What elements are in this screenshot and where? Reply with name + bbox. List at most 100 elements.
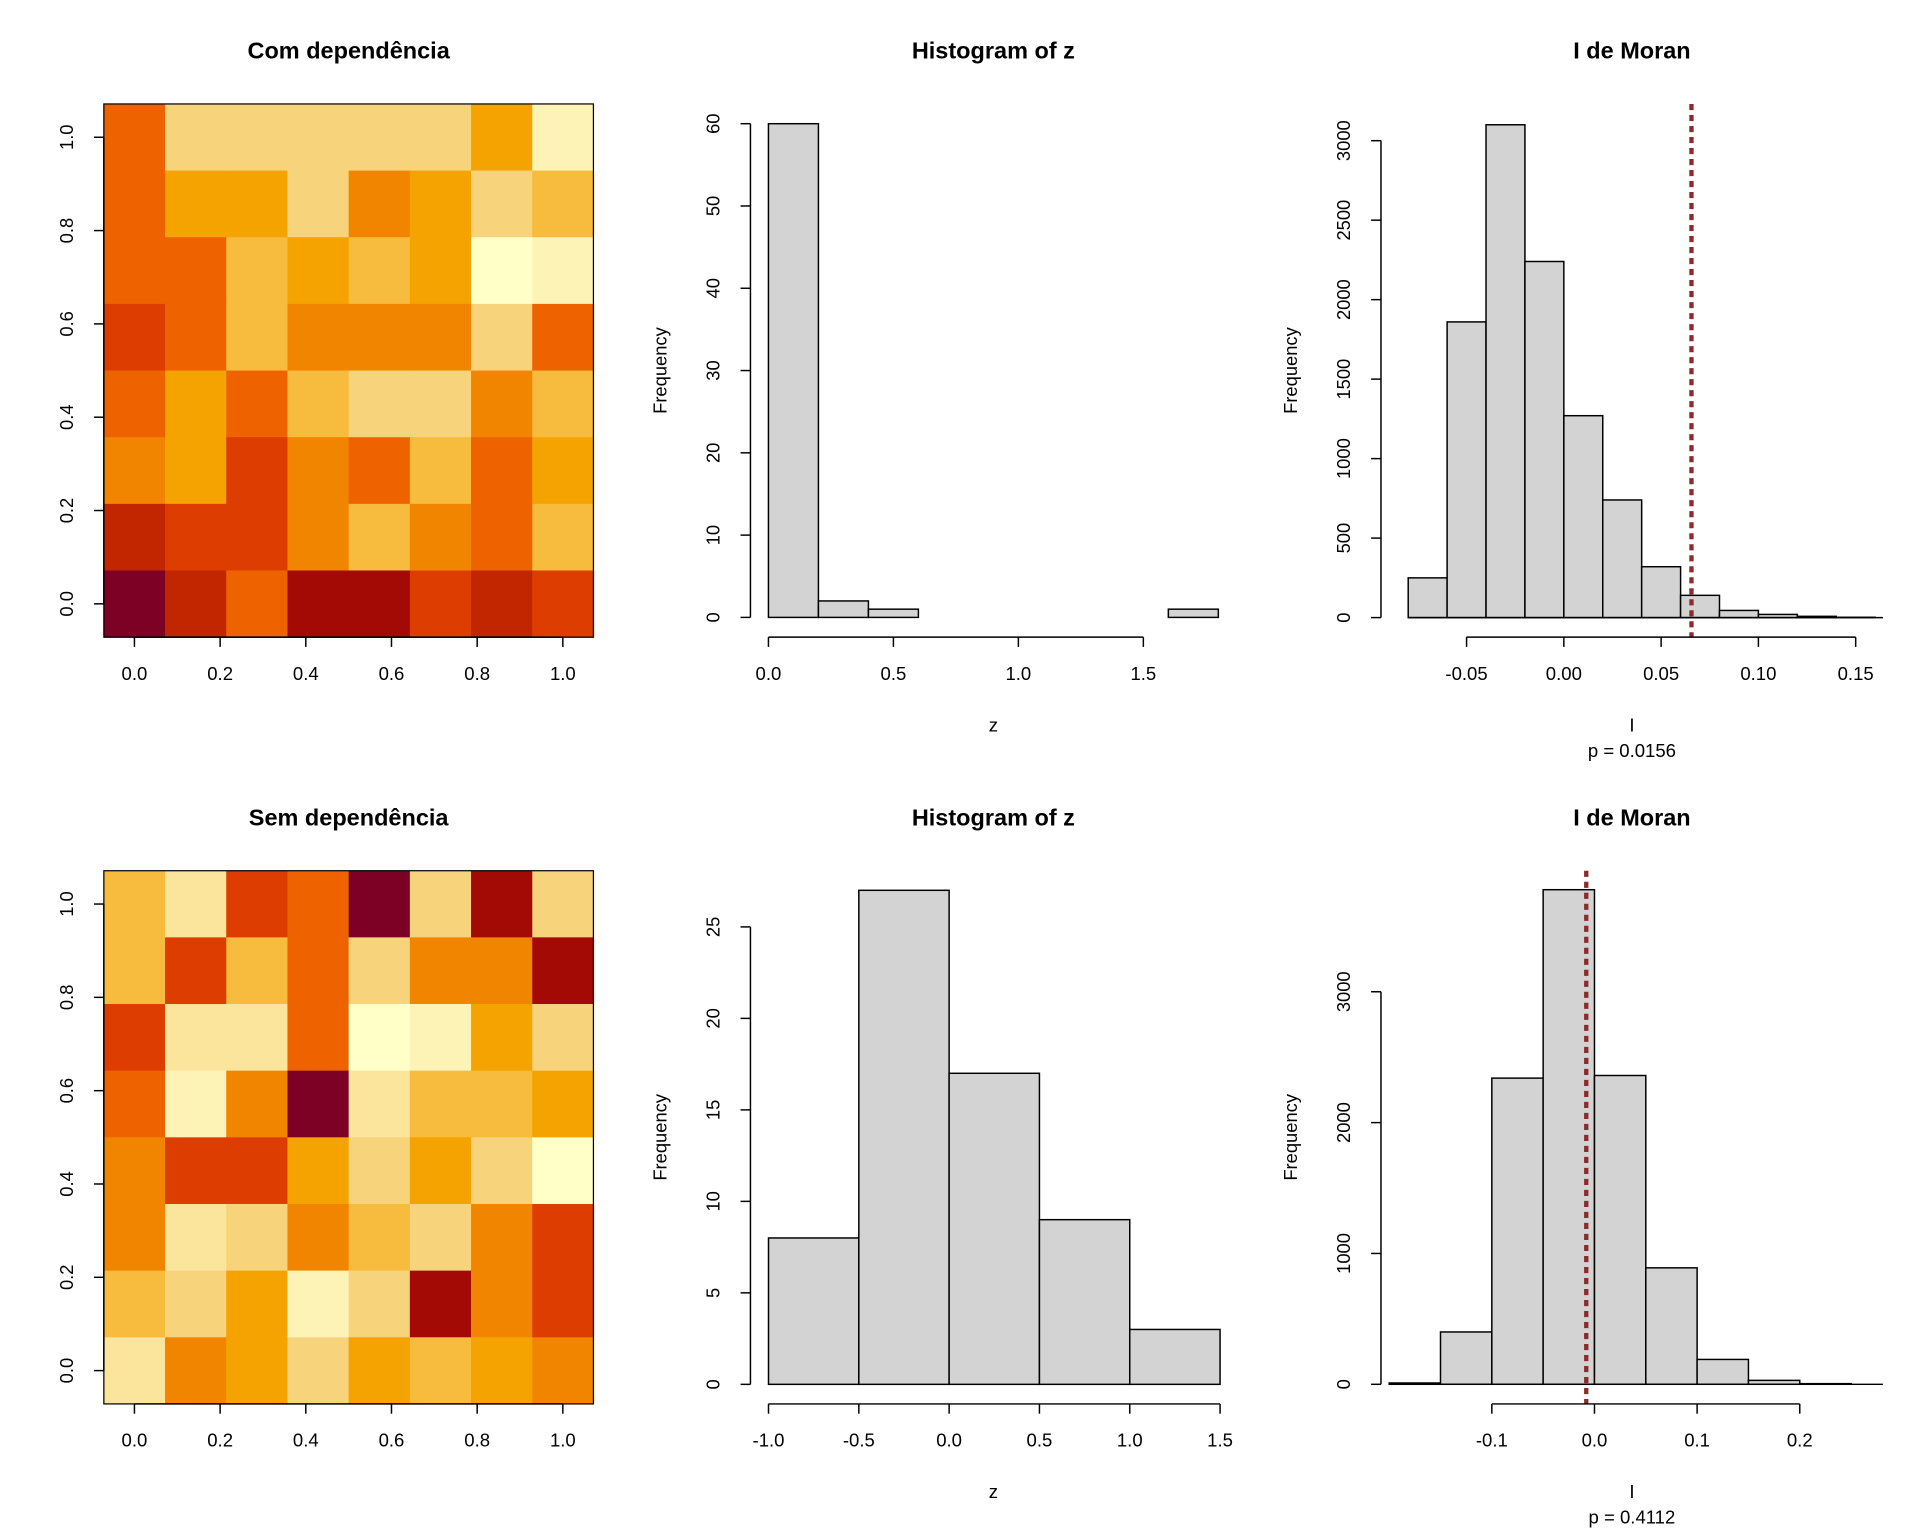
x-tick-label: 0.6 bbox=[379, 663, 405, 684]
x-tick-label: 0.10 bbox=[1740, 663, 1776, 684]
y-tick-label: 1500 bbox=[1333, 359, 1354, 400]
x-tick-label: 0.15 bbox=[1838, 663, 1874, 684]
heatmap-cell bbox=[165, 870, 227, 938]
histogram-bar bbox=[1439, 1331, 1493, 1386]
histogram-bar bbox=[867, 608, 920, 619]
y-tick-label: 0.6 bbox=[56, 1078, 77, 1104]
x-tick-label: 0.0 bbox=[122, 663, 148, 684]
heatmap-cell bbox=[348, 503, 411, 572]
heatmap-cell bbox=[409, 237, 472, 305]
histogram-bar bbox=[767, 1237, 860, 1386]
heatmap-cell bbox=[532, 1137, 595, 1205]
heatmap-cell bbox=[287, 103, 350, 172]
heatmap-cell bbox=[165, 1337, 227, 1405]
heatmap-cell bbox=[471, 370, 533, 438]
x-tick-label: 0.00 bbox=[1546, 663, 1582, 684]
heatmap-cell bbox=[103, 937, 166, 1005]
heatmap-cell bbox=[348, 1137, 411, 1205]
heatmap-cell bbox=[348, 870, 411, 938]
x-tick-label: 0.1 bbox=[1684, 1430, 1710, 1451]
heatmap-cell bbox=[103, 237, 166, 305]
heatmap-cell bbox=[165, 937, 227, 1005]
heatmap-cell bbox=[103, 170, 166, 238]
heatmap-cell bbox=[165, 1004, 227, 1072]
heatmap-cell bbox=[348, 1004, 411, 1072]
x-tick-label: 0.2 bbox=[207, 1430, 233, 1451]
heatmap-cell bbox=[409, 437, 472, 505]
heatmap-cell bbox=[103, 1337, 166, 1405]
x-tick-label: 1.0 bbox=[1117, 1430, 1143, 1451]
heatmap-cell bbox=[226, 503, 289, 572]
chart-title: I de Moran bbox=[1573, 805, 1690, 831]
heatmap-cell bbox=[226, 1070, 289, 1138]
heatmap-cell bbox=[409, 1004, 472, 1072]
x-tick-label: 1.0 bbox=[550, 1430, 576, 1451]
heatmap-cell bbox=[532, 303, 595, 372]
heatmap-cell bbox=[348, 1270, 411, 1338]
heatmap-cell bbox=[409, 303, 472, 372]
heatmap-cell bbox=[409, 170, 472, 238]
x-tick-label: 0.6 bbox=[379, 1430, 405, 1451]
heatmap-cell bbox=[165, 170, 227, 238]
chart-title: Histogram of z bbox=[912, 805, 1075, 831]
heatmap-cell bbox=[165, 103, 227, 172]
heatmap-cell bbox=[348, 370, 411, 438]
heatmap-cell bbox=[165, 237, 227, 305]
heatmap-cell bbox=[348, 103, 411, 172]
heatmap-cell bbox=[103, 1004, 166, 1072]
heatmap-cell bbox=[287, 1070, 350, 1138]
heatmap-cell bbox=[532, 1070, 595, 1138]
x-tick-label: 0.05 bbox=[1643, 663, 1679, 684]
heatmap-cell bbox=[226, 570, 289, 638]
y-tick-label: 0 bbox=[702, 1379, 723, 1389]
y-tick-label: 1000 bbox=[1333, 438, 1354, 479]
heatmap-cell bbox=[226, 937, 289, 1005]
heatmap-cell bbox=[226, 437, 289, 505]
heatmap-cell bbox=[103, 1203, 166, 1272]
heatmap-cell bbox=[409, 937, 472, 1005]
heatmap-cell bbox=[226, 1203, 289, 1272]
y-tick-label: 15 bbox=[702, 1100, 723, 1120]
heatmap-cell bbox=[532, 1337, 595, 1405]
heatmap-cell bbox=[287, 503, 350, 572]
y-tick-label: 60 bbox=[702, 113, 723, 133]
heatmap-cell bbox=[471, 503, 533, 572]
x-tick-label: -0.5 bbox=[843, 1430, 875, 1451]
heatmap-cell bbox=[532, 437, 595, 505]
y-tick-label: 25 bbox=[702, 917, 723, 937]
histogram-bar bbox=[1602, 499, 1643, 619]
y-tick-label: 40 bbox=[702, 278, 723, 298]
heatmap-cell bbox=[532, 1203, 595, 1272]
heatmap-cell bbox=[165, 1270, 227, 1338]
chart-title: Histogram of z bbox=[912, 38, 1075, 64]
x-tick-label: 0.5 bbox=[881, 663, 907, 684]
x-tick-label: 0.8 bbox=[464, 663, 490, 684]
heatmap-cell bbox=[103, 1270, 166, 1338]
y-axis-label: Frequency bbox=[1280, 326, 1301, 413]
y-tick-label: 5 bbox=[702, 1288, 723, 1298]
chart-title: Com dependência bbox=[247, 38, 450, 64]
heatmap-cell bbox=[103, 437, 166, 505]
histogram-bar bbox=[767, 122, 820, 619]
x-tick-label: 0.0 bbox=[122, 1430, 148, 1451]
heatmap-cell bbox=[165, 1070, 227, 1138]
heatmap-cell bbox=[287, 870, 350, 938]
histogram-bar bbox=[1485, 124, 1526, 619]
heatmap-cell bbox=[103, 370, 166, 438]
x-tick-label: 0.4 bbox=[293, 663, 319, 684]
x-tick-label: 0.0 bbox=[936, 1430, 962, 1451]
heatmap-cell bbox=[471, 1337, 533, 1405]
heatmap-cell bbox=[287, 237, 350, 305]
heatmap-cell bbox=[165, 570, 227, 638]
histogram-bar bbox=[1718, 609, 1760, 619]
heatmap-cell bbox=[226, 237, 289, 305]
x-tick-label: 0.8 bbox=[464, 1430, 490, 1451]
y-tick-label: 1.0 bbox=[56, 125, 77, 151]
histogram-bar bbox=[1524, 260, 1565, 619]
heatmap-cell bbox=[287, 1270, 350, 1338]
x-axis-label: z bbox=[989, 1481, 998, 1502]
heatmap-cell bbox=[165, 1137, 227, 1205]
y-axis-label: Frequency bbox=[649, 1093, 670, 1180]
y-tick-label: 0.4 bbox=[56, 1171, 77, 1197]
y-tick-label: 2000 bbox=[1333, 279, 1354, 320]
